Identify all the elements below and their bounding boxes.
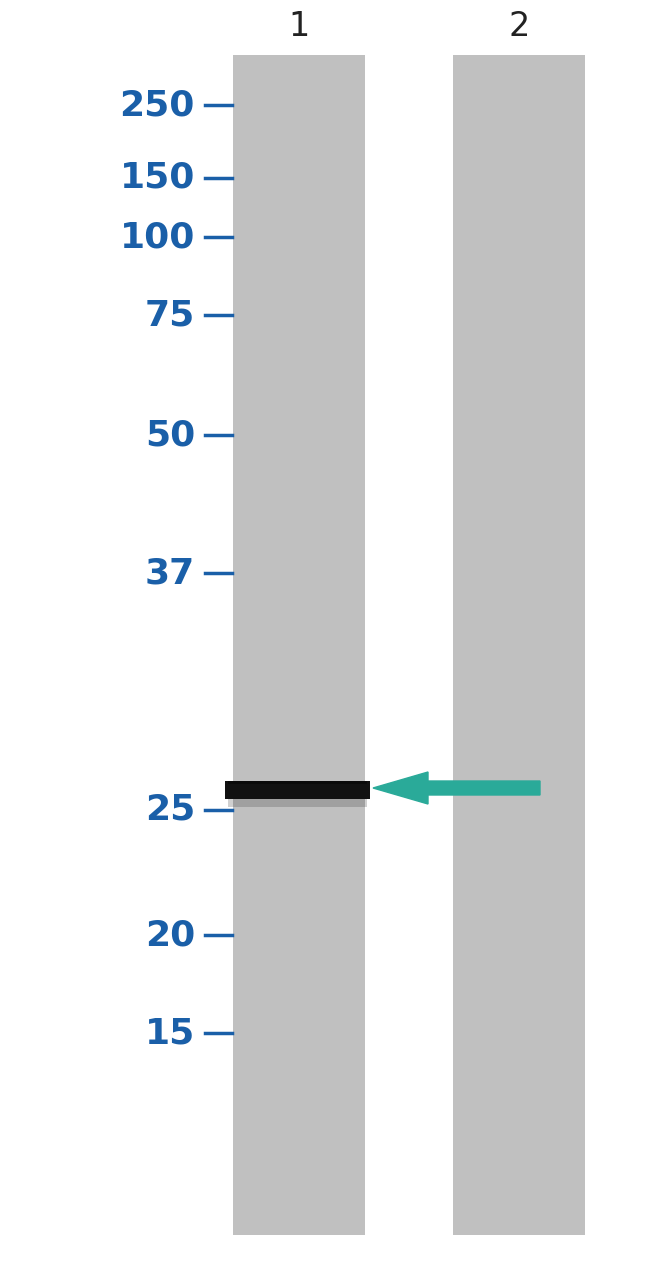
Text: 150: 150 <box>120 161 195 196</box>
Text: 15: 15 <box>145 1016 195 1050</box>
Text: 20: 20 <box>145 918 195 952</box>
Text: 2: 2 <box>508 10 530 43</box>
Text: 100: 100 <box>120 220 195 254</box>
Text: 1: 1 <box>289 10 309 43</box>
Text: 37: 37 <box>145 556 195 591</box>
Bar <box>233 55 365 1234</box>
Bar <box>228 781 367 784</box>
Bar <box>225 781 370 799</box>
Text: 25: 25 <box>145 792 195 827</box>
Text: 250: 250 <box>120 88 195 122</box>
Text: 75: 75 <box>145 298 195 331</box>
Bar <box>228 799 367 806</box>
FancyArrow shape <box>373 772 540 804</box>
Text: 50: 50 <box>145 418 195 452</box>
Bar <box>453 55 585 1234</box>
